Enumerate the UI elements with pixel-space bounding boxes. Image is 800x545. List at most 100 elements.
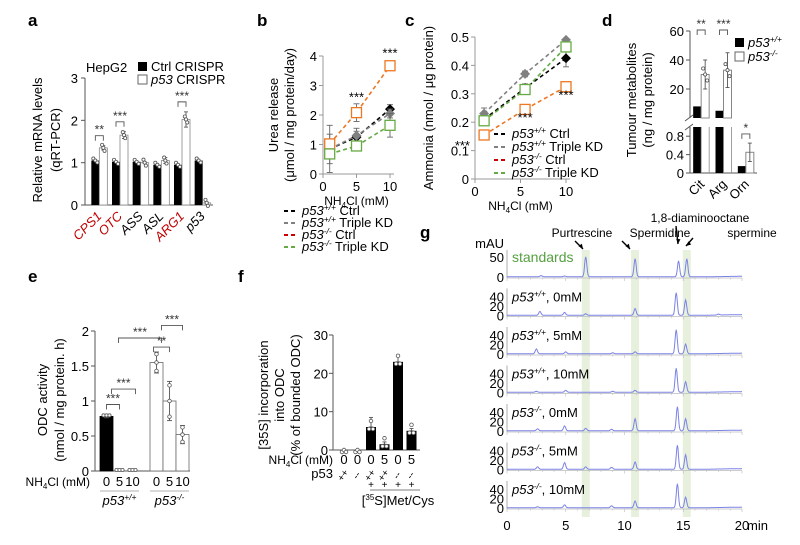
trace-y-tick-label: 20 xyxy=(490,337,504,352)
bar xyxy=(99,415,114,472)
x-tick-label: 15 xyxy=(676,518,690,533)
legend-label: p53+/+ Ctrl xyxy=(301,202,360,218)
significance-bracket xyxy=(696,29,706,35)
data-marker xyxy=(351,130,362,141)
bar-ctrl xyxy=(91,160,100,205)
y-axis-label: Relative mRNA levels xyxy=(30,77,45,202)
panel-d: 20 40 60 0 0.4 0.8 Tumour metabolites (ng / mg … xyxy=(624,17,782,202)
chart-title: HepG2 xyxy=(86,60,127,75)
data-point-ctrl xyxy=(177,164,182,169)
y-tick-label: 1 xyxy=(82,394,89,409)
y-tick-label: 4 xyxy=(310,49,317,64)
genotype-label: -- xyxy=(405,470,418,482)
x-tick-label: 10 xyxy=(125,474,139,489)
data-marker xyxy=(384,119,396,131)
data-point-p53 xyxy=(185,120,190,125)
trace-y-tick-label: 0 xyxy=(497,386,504,401)
chromatogram-trace xyxy=(507,329,742,355)
trace-y-tick-label: 40 xyxy=(490,482,504,497)
row-label-p53: p53 xyxy=(311,466,333,481)
data-point xyxy=(395,353,401,359)
y-tick-label: 40 xyxy=(670,53,684,68)
peak-arrowhead xyxy=(578,243,583,249)
data-point xyxy=(357,449,362,455)
legend-label: p53-/- Ctrl xyxy=(301,226,356,242)
peak-label: spermine xyxy=(727,226,777,240)
bar-ctrl xyxy=(153,164,162,205)
data-point xyxy=(703,72,708,77)
data-point xyxy=(167,414,172,419)
y-axis-label: (% of bounded ODC) xyxy=(288,334,303,455)
data-point-ctrl xyxy=(95,160,100,165)
axis-break xyxy=(684,123,694,131)
x-tick-label: 10 xyxy=(617,518,631,533)
data-point xyxy=(133,467,138,472)
significance-label: ** xyxy=(95,123,105,137)
x-tick-label: 0 xyxy=(153,474,160,489)
trace-label: p53+/+, 5mM xyxy=(511,327,582,343)
series-line xyxy=(329,65,391,145)
highlight-band-0 xyxy=(581,250,590,517)
legend-label-p53: p53 CRISPR xyxy=(150,72,225,87)
trace-label: p53+/+, 10mM xyxy=(511,366,589,382)
significance-label: ** xyxy=(157,334,167,348)
legend-label: p53-/- Triple KD xyxy=(511,164,599,180)
x-tick-label: 0 xyxy=(319,179,326,194)
y-tick-label: 0 xyxy=(321,443,328,458)
bar-p53 xyxy=(140,162,150,206)
highlight-band-1 xyxy=(631,250,640,517)
significance-bracket xyxy=(94,135,104,141)
x-tick-label: Orn xyxy=(726,177,752,203)
met-cys-plus: + xyxy=(409,480,415,491)
peak-label: Purtrescine xyxy=(552,226,613,240)
panel-label-c: c xyxy=(405,11,414,30)
data-point xyxy=(154,368,159,374)
y-tick-label: 20 xyxy=(314,366,328,381)
bar xyxy=(149,362,164,472)
panel-a: 0 1 2 3 Relative mRNA levels (qRT-PCR) HepG2 Ct… xyxy=(30,59,225,245)
y-tick-label: 0.5 xyxy=(451,30,469,45)
y-tick-label: 0.4 xyxy=(666,148,684,163)
trace-y-tick-label: 0 xyxy=(497,424,504,439)
significance-label: * xyxy=(743,121,748,135)
x-axis-label: NH4Cl (mM) xyxy=(488,199,552,215)
data-point xyxy=(411,430,416,436)
significance-label: *** xyxy=(382,45,397,60)
trace-y-tick-label: 40 xyxy=(490,289,504,304)
chromatogram-trace xyxy=(507,368,742,393)
data-point-p53 xyxy=(123,136,128,141)
row-label-nh4cl: NH4Cl (mM) xyxy=(269,453,333,469)
bar-wt xyxy=(693,106,702,118)
legend-swatch-wt xyxy=(735,38,744,47)
data-point xyxy=(382,436,387,441)
y-tick-label: 0 xyxy=(310,167,317,182)
peak-arrowhead xyxy=(686,241,692,246)
y-axis-label: (qRT-PCR) xyxy=(48,108,63,172)
peak-label: Spermidine xyxy=(630,226,691,240)
peak-label: 1,8-diaminooctane xyxy=(651,211,750,225)
chromatogram-trace xyxy=(507,292,742,316)
significance-label: ** xyxy=(696,17,706,31)
panel-label-a: a xyxy=(28,11,38,30)
significance-bracket xyxy=(177,101,187,107)
panel-label-f: f xyxy=(238,267,244,286)
peak-arrowhead xyxy=(625,243,630,249)
significance-label: *** xyxy=(517,110,532,125)
data-marker xyxy=(478,115,490,127)
y-axis-label: into ODC xyxy=(272,368,287,421)
significance-label: *** xyxy=(133,325,147,339)
panel-label-b: b xyxy=(257,11,267,30)
bar-ctrl xyxy=(112,161,120,205)
legend-label: p53+/+ Triple KD xyxy=(301,214,393,230)
y-tick-label: 0 xyxy=(71,198,78,213)
data-point xyxy=(725,68,730,73)
data-marker xyxy=(478,129,490,141)
trace-label: p53-/-, 10mM xyxy=(511,481,585,497)
series-line xyxy=(329,124,391,155)
met-cys-plus: + xyxy=(395,480,401,491)
series-line xyxy=(483,86,567,136)
data-marker xyxy=(561,53,571,64)
significance-label: *** xyxy=(455,138,470,153)
data-point xyxy=(393,361,399,367)
data-point xyxy=(384,444,389,449)
